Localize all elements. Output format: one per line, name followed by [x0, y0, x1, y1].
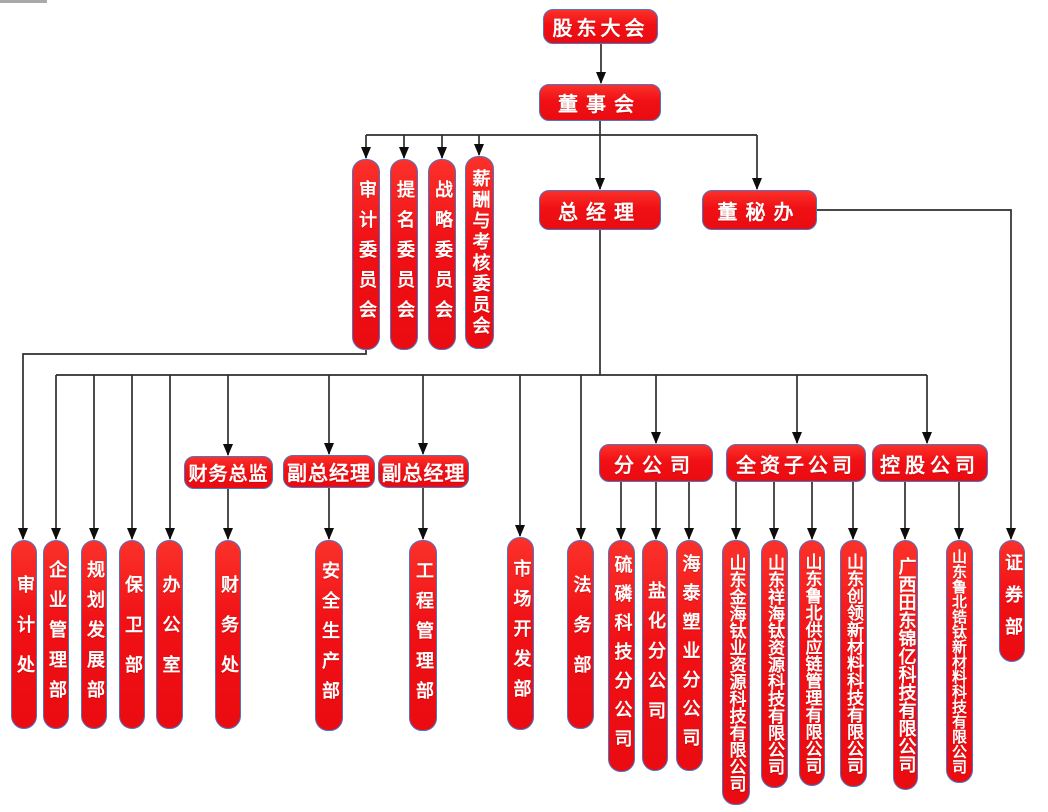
node-label: 全资子公司	[736, 452, 856, 477]
node-label: 山东创领新材料科技有限公司	[843, 553, 863, 774]
node-label: 办公室	[159, 574, 181, 695]
node-deputy-gm-2: 副总经理	[378, 455, 469, 488]
node-wholly-owned-companies: 全资子公司	[726, 444, 866, 482]
connector	[817, 209, 1016, 540]
node-label: 副总经理	[381, 461, 466, 485]
node-label: 硫磷科技分公司	[611, 554, 633, 758]
node-label: 证券部	[1002, 553, 1023, 649]
node-label: 审计委员会	[356, 179, 377, 330]
node-label: 盐化分公司	[645, 580, 666, 731]
node-label: 薪酬与考核委员会	[469, 168, 491, 337]
node-board: 董事会	[539, 84, 661, 121]
node-cfo: 财务总监	[184, 456, 273, 489]
node-shareholders: 股东大会	[543, 9, 658, 44]
node-xianghai-titanium: 山东祥海钛资源科技有限公司	[761, 540, 788, 788]
node-label: 工程管理部	[413, 560, 434, 711]
node-label: 规划发展部	[84, 559, 105, 710]
node-engineering-mgmt-dept: 工程管理部	[409, 540, 437, 731]
node-haitai-plastics-branch: 海泰塑业分公司	[676, 540, 703, 771]
scan-artifact	[0, 0, 47, 3]
node-label: 山东金海钛业资源科技有限公司	[725, 553, 746, 792]
node-label: 董事会	[558, 92, 642, 116]
node-label: 控股公司	[880, 452, 980, 477]
node-strategy-committee: 战略委员会	[428, 159, 456, 350]
node-guangxi-jinyi: 广西田东锦亿科技有限公司	[893, 540, 918, 790]
node-label: 企业管理部	[46, 559, 67, 710]
node-nomination-committee: 提名委员会	[390, 159, 418, 350]
node-security-dept: 保卫部	[119, 540, 145, 729]
node-lubei-zirconium: 山东鲁北锆钛新材料科技有限公司	[946, 540, 973, 783]
node-label: 副总经理	[287, 461, 371, 485]
node-branch-companies: 分公司	[599, 444, 713, 482]
node-label: 法务部	[570, 574, 592, 695]
node-legal-dept: 法务部	[567, 540, 594, 729]
node-label: 海泰塑业分公司	[679, 554, 701, 757]
node-finance-office: 财务处	[215, 540, 241, 729]
node-label: 董秘办	[717, 199, 802, 224]
node-label: 审计处	[14, 574, 35, 695]
node-securities-dept: 证券部	[999, 540, 1025, 662]
node-salt-chemical-branch: 盐化分公司	[642, 540, 668, 771]
node-sulfur-phosphorus-branch: 硫磷科技分公司	[608, 540, 635, 772]
node-label: 市场开发部	[510, 558, 532, 709]
node-lubei-supply-chain: 山东鲁北供应链管理有限公司	[799, 540, 825, 786]
node-enterprise-mgmt-dept: 企业管理部	[43, 540, 69, 729]
node-audit-office: 审计处	[11, 540, 37, 729]
node-chuangling-materials: 山东创领新材料科技有限公司	[840, 540, 867, 787]
node-label: 战略委员会	[432, 179, 453, 330]
node-jinhai-titanium: 山东金海钛业资源科技有限公司	[722, 540, 750, 805]
node-label: 山东鲁北供应链管理有限公司	[801, 552, 822, 774]
node-label: 总经理	[558, 199, 642, 224]
node-label: 山东祥海钛资源科技有限公司	[764, 553, 784, 775]
node-label: 广西田东锦亿科技有限公司	[895, 557, 917, 773]
node-holding-companies: 控股公司	[872, 444, 988, 482]
node-market-dev-dept: 市场开发部	[507, 537, 534, 730]
node-general-office: 办公室	[156, 540, 183, 729]
node-label: 安全生产部	[319, 560, 340, 711]
node-label: 股东大会	[552, 16, 649, 40]
node-board-secretary-office: 董秘办	[702, 190, 817, 230]
node-label: 财务总监	[188, 463, 269, 485]
node-label: 分公司	[614, 452, 698, 477]
node-gm: 总经理	[539, 190, 661, 230]
node-audit-committee: 审计委员会	[352, 159, 380, 350]
node-label: 山东鲁北锆钛新材料科技有限公司	[950, 549, 968, 774]
node-planning-dev-dept: 规划发展部	[81, 540, 107, 729]
node-label: 保卫部	[122, 574, 143, 695]
node-deputy-gm-1: 副总经理	[283, 455, 375, 488]
connector	[18, 349, 367, 540]
node-safety-production-dept: 安全生产部	[315, 540, 343, 731]
node-remuneration-committee: 薪酬与考核委员会	[465, 156, 494, 349]
node-label: 提名委员会	[394, 179, 415, 330]
node-label: 财务处	[218, 574, 239, 695]
